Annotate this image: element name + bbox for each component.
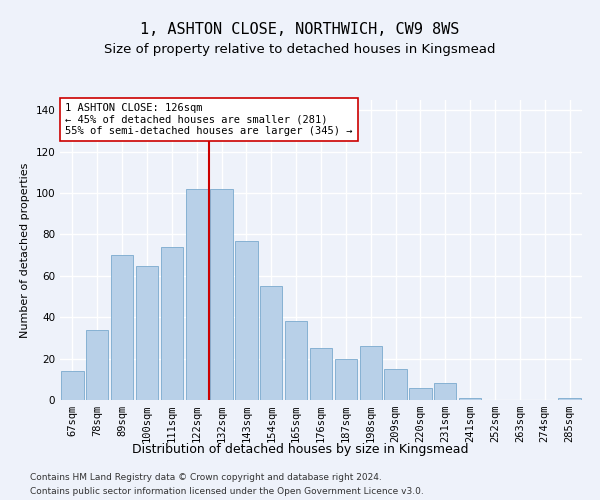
Bar: [459, 398, 481, 400]
Bar: [111, 255, 133, 400]
Bar: [385, 369, 407, 400]
Bar: [260, 286, 283, 400]
Bar: [359, 346, 382, 400]
Bar: [559, 398, 581, 400]
Bar: [409, 388, 431, 400]
Bar: [86, 330, 109, 400]
Text: Contains HM Land Registry data © Crown copyright and database right 2024.: Contains HM Land Registry data © Crown c…: [30, 472, 382, 482]
Bar: [335, 358, 357, 400]
Text: Distribution of detached houses by size in Kingsmead: Distribution of detached houses by size …: [132, 442, 468, 456]
Bar: [61, 371, 83, 400]
Bar: [136, 266, 158, 400]
Y-axis label: Number of detached properties: Number of detached properties: [20, 162, 30, 338]
Bar: [235, 240, 257, 400]
Text: Size of property relative to detached houses in Kingsmead: Size of property relative to detached ho…: [104, 42, 496, 56]
Bar: [285, 322, 307, 400]
Text: 1, ASHTON CLOSE, NORTHWICH, CW9 8WS: 1, ASHTON CLOSE, NORTHWICH, CW9 8WS: [140, 22, 460, 38]
Text: Contains public sector information licensed under the Open Government Licence v3: Contains public sector information licen…: [30, 488, 424, 496]
Bar: [161, 247, 183, 400]
Bar: [310, 348, 332, 400]
Bar: [434, 384, 457, 400]
Bar: [211, 189, 233, 400]
Bar: [185, 189, 208, 400]
Text: 1 ASHTON CLOSE: 126sqm
← 45% of detached houses are smaller (281)
55% of semi-de: 1 ASHTON CLOSE: 126sqm ← 45% of detached…: [65, 103, 353, 136]
